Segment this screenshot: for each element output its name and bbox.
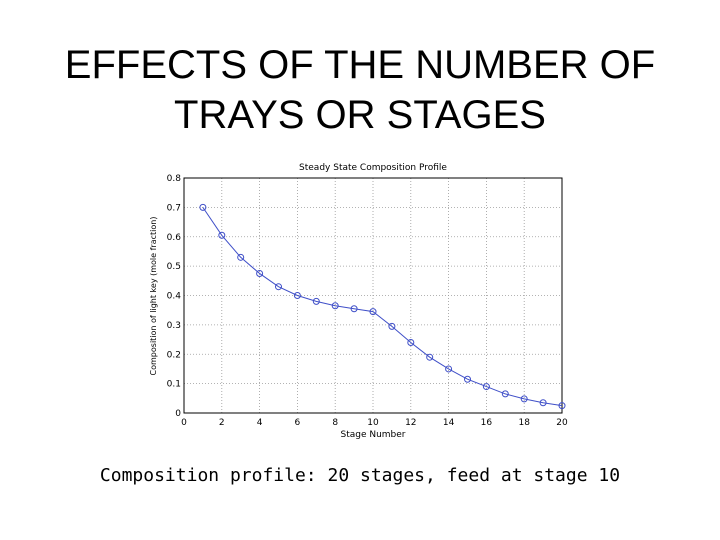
- chart-grid: [184, 178, 562, 413]
- x-tick-label: 0: [181, 418, 187, 428]
- x-tick-label: 14: [443, 418, 455, 428]
- y-axis-label: Composition of light key (mole fraction): [149, 217, 158, 376]
- y-tick-label: 0: [175, 409, 181, 419]
- data-point: [445, 365, 453, 373]
- data-point: [464, 375, 471, 383]
- data-point: [482, 383, 490, 391]
- slide-title: EFFECTS OF THE NUMBER OF TRAYS OR STAGES: [0, 40, 720, 140]
- data-point: [293, 292, 301, 299]
- data-point: [312, 297, 320, 305]
- x-tick-label: 2: [219, 418, 225, 428]
- y-tick-label: 0.1: [167, 380, 181, 390]
- chart-title: Steady State Composition Profile: [299, 163, 447, 173]
- x-tick-label: 16: [481, 418, 493, 428]
- x-tick-label: 8: [332, 418, 338, 428]
- x-tick-label: 4: [257, 418, 263, 428]
- y-tick-label: 0.7: [167, 203, 181, 213]
- data-point: [388, 322, 396, 330]
- data-point: [237, 253, 245, 261]
- slide-title-line-1: EFFECTS OF THE NUMBER OF: [64, 43, 656, 87]
- y-tick-label: 0.3: [167, 321, 181, 331]
- data-point: [407, 339, 415, 346]
- data-point: [256, 269, 264, 277]
- plot-frame: [183, 177, 563, 414]
- x-tick-label: 12: [405, 418, 416, 428]
- data-point: [199, 203, 207, 211]
- data-point: [275, 283, 282, 291]
- y-tick-label: 0.6: [167, 233, 182, 243]
- data-point: [426, 353, 434, 361]
- data-point: [539, 399, 547, 407]
- data-point: [520, 395, 528, 403]
- data-point: [350, 305, 358, 313]
- data-point: [218, 231, 226, 239]
- y-tick-label: 0.2: [167, 350, 181, 360]
- y-tick-label: 0.8: [167, 174, 182, 184]
- chart-series: [199, 203, 566, 410]
- slide-caption: Composition profile: 20 stages, feed at …: [99, 465, 621, 486]
- x-axis-label: Stage Number: [340, 430, 405, 440]
- chart-ticks: 0 2 4 6 8 10 12 14 16 18 20 0 0.1 0.2 0.3 0.4 0.5 0.6 0.7 0…: [167, 174, 568, 428]
- x-tick-label: 10: [367, 418, 379, 428]
- data-point: [558, 402, 566, 410]
- data-point: [501, 390, 509, 398]
- y-tick-label: 0.4: [167, 292, 182, 302]
- data-point: [331, 302, 339, 310]
- x-tick-label: 20: [556, 418, 568, 428]
- y-tick-label: 0.5: [167, 262, 181, 272]
- slide-title-line-2: TRAYS OR STAGES: [174, 93, 546, 137]
- x-tick-label: 6: [295, 418, 301, 428]
- data-point: [369, 308, 377, 316]
- x-tick-label: 18: [518, 418, 530, 428]
